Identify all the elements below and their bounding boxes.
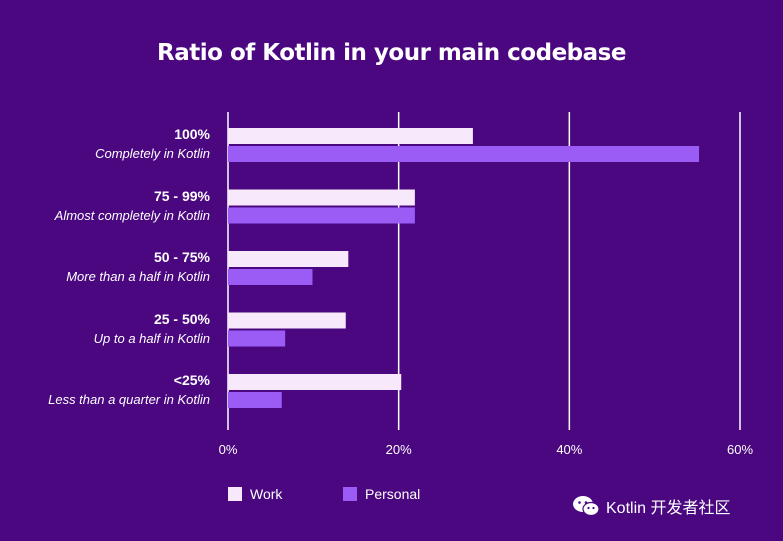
watermark: Kotlin 开发者社区 xyxy=(572,494,730,518)
category-description: Less than a quarter in Kotlin xyxy=(48,392,210,407)
x-tick-label: 0% xyxy=(218,442,238,457)
x-tick-label: 40% xyxy=(556,442,583,457)
bar-work-0 xyxy=(228,128,473,144)
category-label: 50 - 75% More than a half in Kotlin xyxy=(0,249,210,284)
category-label: 25 - 50% Up to a half in Kotlin xyxy=(0,311,210,346)
legend-label: Personal xyxy=(365,486,421,502)
category-description: Up to a half in Kotlin xyxy=(93,330,210,346)
bar-work-1 xyxy=(228,189,415,206)
bar-work-4 xyxy=(228,374,402,390)
category-range: 25 - 50% xyxy=(153,310,210,327)
category-range: 100% xyxy=(174,126,210,142)
category-range: 50 - 75% xyxy=(153,249,210,265)
bar-work-2 xyxy=(228,251,349,267)
watermark-text: Kotlin 开发者社区 xyxy=(606,500,731,517)
category-label: 75 - 99% Almost completely in Kotlin xyxy=(0,188,210,223)
category-range: 75 - 99% xyxy=(153,187,210,204)
bar-personal-4 xyxy=(228,392,282,408)
category-label: 100% Completely in Kotlin xyxy=(0,126,210,161)
legend-swatch xyxy=(228,487,242,501)
bar-personal-3 xyxy=(228,330,286,347)
legend-swatch xyxy=(343,487,357,501)
x-tick-label: 20% xyxy=(385,442,412,457)
category-description: Completely in Kotlin xyxy=(95,146,210,161)
category-description: Almost completely in Kotlin xyxy=(54,207,210,223)
legend-label: Work xyxy=(250,486,283,502)
chart-title: Ratio of Kotlin in your main codebase xyxy=(157,40,626,66)
category-range: <25% xyxy=(173,372,210,388)
legend-item-personal: Personal xyxy=(343,486,420,502)
category-label: <25% Less than a quarter in Kotlin xyxy=(0,372,210,407)
category-description: More than a half in Kotlin xyxy=(66,269,210,284)
bar-work-3 xyxy=(228,312,346,329)
legend-item-work: Work xyxy=(228,486,282,502)
x-tick-label: 60% xyxy=(726,442,754,457)
bar-personal-2 xyxy=(228,269,313,285)
bar-personal-1 xyxy=(228,207,415,224)
bar-personal-0 xyxy=(228,146,700,162)
wechat-icon xyxy=(573,496,600,517)
